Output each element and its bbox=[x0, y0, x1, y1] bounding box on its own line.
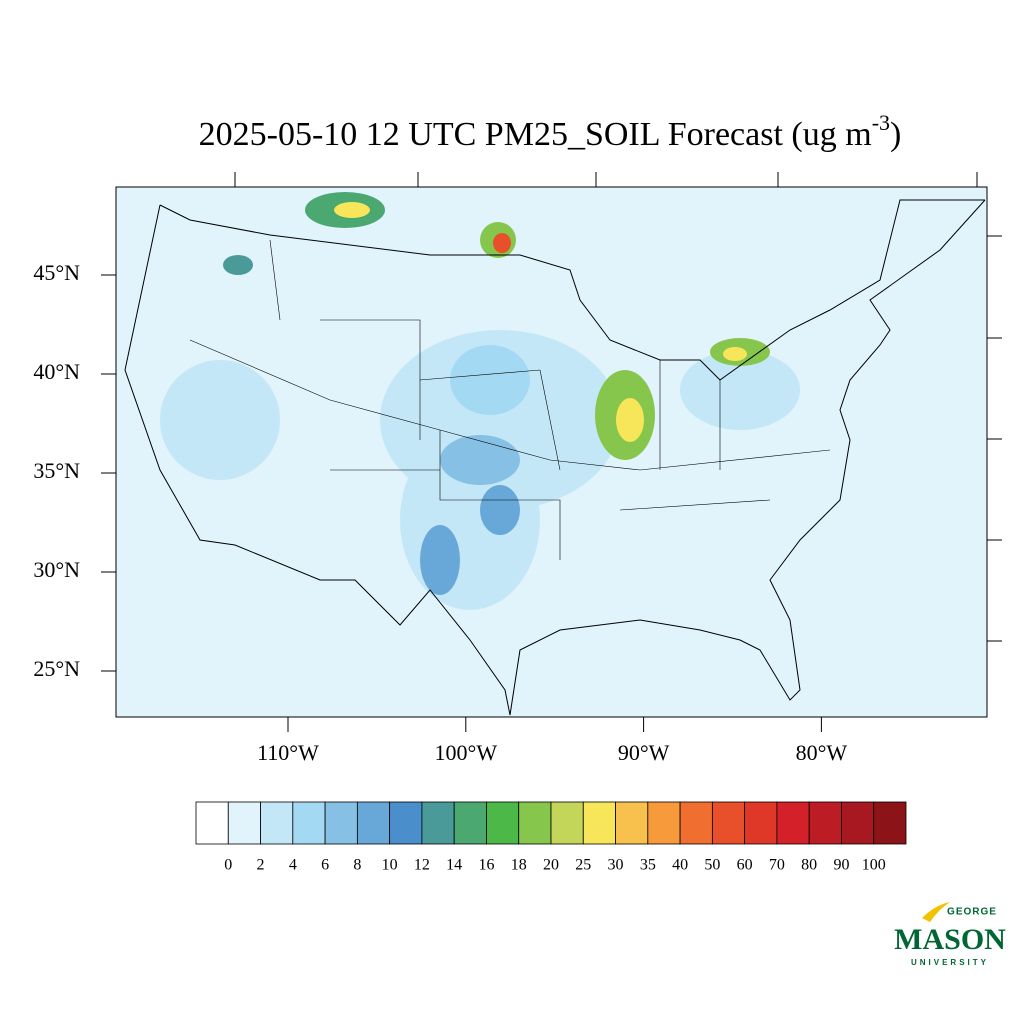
colorbar-label: 25 bbox=[575, 857, 591, 874]
colorbar-box bbox=[227, 801, 261, 845]
colorbar-box bbox=[679, 801, 713, 845]
colorbar-label: 60 bbox=[737, 857, 753, 874]
colorbar-box bbox=[389, 801, 423, 845]
colorbar-label: 14 bbox=[446, 857, 462, 874]
lon-label: 110°W bbox=[257, 740, 319, 765]
colorbar-box bbox=[808, 801, 842, 845]
lon-label: 90°W bbox=[618, 740, 670, 765]
colorbar-box bbox=[356, 801, 391, 845]
colorbar-label: 30 bbox=[608, 857, 624, 874]
lat-label: 45°N bbox=[33, 260, 80, 285]
map-frame bbox=[115, 186, 988, 718]
concentration-field bbox=[160, 192, 800, 610]
lat-label: 40°N bbox=[33, 359, 80, 384]
colorbar-label: 16 bbox=[478, 857, 494, 874]
logo-bottom: UNIVERSITY bbox=[911, 958, 989, 967]
colorbar-label: 12 bbox=[414, 857, 430, 874]
colorbar-label: 90 bbox=[833, 857, 849, 874]
lon-label: 100°W bbox=[435, 740, 498, 765]
colorbar-label: 70 bbox=[769, 857, 785, 874]
colorbar-label: 80 bbox=[801, 857, 817, 874]
colorbar-label: 20 bbox=[543, 857, 559, 874]
colorbar-label: 100 bbox=[862, 857, 886, 874]
colorbar-box bbox=[453, 801, 487, 845]
colorbar-box bbox=[518, 801, 552, 845]
colorbar-label: 0 bbox=[224, 857, 232, 874]
colorbar-label: 10 bbox=[382, 857, 398, 874]
map bbox=[115, 172, 1002, 718]
lat-label: 30°N bbox=[33, 557, 80, 582]
colorbar-label: 8 bbox=[353, 857, 361, 874]
colorbar-box bbox=[647, 801, 681, 845]
colorbar-box bbox=[324, 801, 358, 845]
logo: GEORGE MASON UNIVERSITY bbox=[894, 902, 1006, 967]
title-sup: -3 bbox=[872, 110, 890, 135]
colorbar-box bbox=[873, 801, 907, 845]
colorbar-label: 18 bbox=[511, 857, 527, 874]
state-borders bbox=[189, 239, 831, 560]
colorbar-label: 50 bbox=[704, 857, 720, 874]
lon-label: 80°W bbox=[796, 740, 848, 765]
colorbar-box bbox=[841, 801, 875, 845]
colorbar-box bbox=[260, 801, 294, 845]
colorbar-box bbox=[486, 801, 520, 845]
lat-label: 25°N bbox=[33, 656, 80, 681]
colorbar-box bbox=[421, 801, 455, 845]
chart-title: 2025-05-10 12 UTC PM25_SOIL Forecast (ug… bbox=[199, 110, 902, 153]
frame-ticks bbox=[234, 172, 1002, 642]
colorbar-box bbox=[744, 801, 778, 845]
us-outline bbox=[124, 199, 986, 716]
colorbar-box bbox=[615, 801, 649, 845]
colorbar-label: 2 bbox=[257, 857, 265, 874]
colorbar-label: 4 bbox=[289, 857, 297, 874]
logo-top: GEORGE bbox=[947, 907, 997, 918]
logo-swoosh bbox=[922, 902, 950, 922]
colorbar-label: 6 bbox=[321, 857, 329, 874]
colorbar-box bbox=[292, 801, 326, 845]
lat-label: 35°N bbox=[33, 458, 80, 483]
colorbar-box bbox=[582, 801, 616, 845]
title-end: ) bbox=[890, 116, 901, 153]
colorbar-label: 40 bbox=[672, 857, 688, 874]
colorbar-box bbox=[776, 801, 810, 845]
colorbar-box bbox=[550, 801, 584, 845]
colorbar-box bbox=[195, 801, 229, 845]
colorbar-label: 35 bbox=[640, 857, 656, 874]
logo-main: MASON bbox=[894, 923, 1006, 956]
colorbar-box bbox=[711, 801, 746, 845]
title-main: 2025-05-10 12 UTC PM25_SOIL Forecast (ug… bbox=[199, 116, 872, 153]
